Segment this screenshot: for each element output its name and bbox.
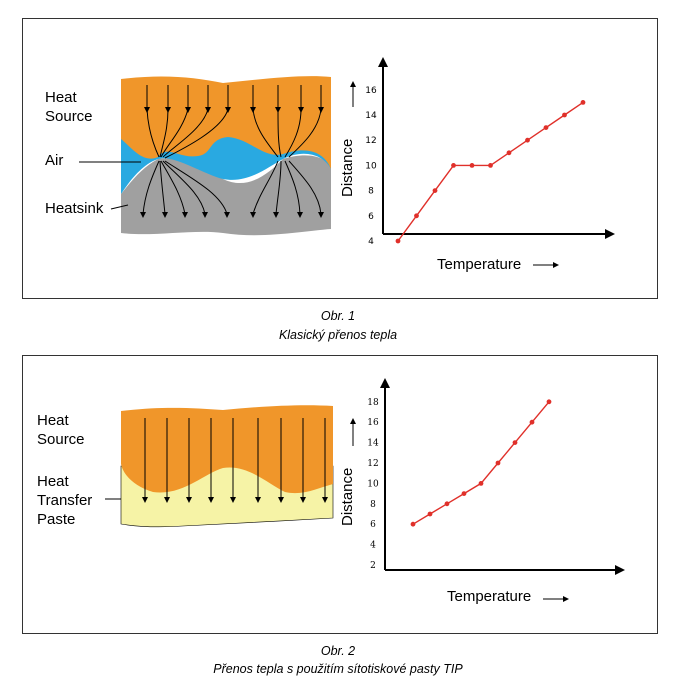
data-point [469, 163, 475, 168]
label-heat-source-2: Source [45, 108, 93, 125]
y-tick-label: 14 [367, 439, 379, 449]
data-point [488, 163, 493, 168]
data-point [444, 501, 450, 507]
arrowheads [142, 497, 328, 503]
chart-2-plot: 2 4 6 8 10 12 14 16 18 [367, 398, 552, 571]
heat-flow-arrows [144, 418, 326, 499]
caption-1-number: Obr. 1 [320, 309, 356, 323]
data-point [427, 511, 433, 517]
y-tick-label: 16 [365, 86, 377, 96]
data-point [451, 163, 456, 168]
series-line [397, 101, 584, 242]
chart-1-axes [382, 65, 607, 235]
label-paste-1: Heat [37, 473, 69, 490]
caption-2-number: Obr. 2 [320, 644, 356, 658]
figure-2-panel: 2 4 6 8 10 12 14 16 18 Heat Source Heat Transfer… [22, 355, 658, 634]
label-heat-source-1: Heat [45, 89, 77, 106]
y-tick-label: 6 [370, 520, 376, 530]
label-heat-source-2: Source [37, 431, 85, 448]
chart-1-ylabel: Distance [339, 138, 356, 197]
y-tick-label: 2 [370, 561, 376, 571]
label-heatsink: Heatsink [45, 200, 104, 217]
y-tick-label: 8 [370, 500, 376, 510]
data-point [410, 521, 416, 527]
data-point [529, 419, 535, 425]
y-tick-label: 10 [365, 161, 377, 171]
caption-1-text: Klasický přenos tepla [278, 328, 398, 342]
data-point [461, 491, 467, 496]
heat-source-block [121, 405, 333, 494]
y-tick-label: 12 [367, 459, 378, 469]
figure-1-diagram: 4 6 8 10 12 14 16 [79, 57, 615, 268]
data-point [580, 100, 586, 105]
chart-1-plot: 4 6 8 10 12 14 16 [365, 86, 586, 247]
y-tick-label: 6 [368, 212, 374, 222]
heatsink-block [121, 155, 331, 236]
data-point [512, 440, 518, 445]
figure-2-diagram: 2 4 6 8 10 12 14 16 18 [105, 378, 625, 602]
y-tick-label: 4 [368, 237, 374, 247]
data-point [506, 150, 512, 156]
data-point [525, 137, 530, 143]
y-tick-label: 10 [367, 479, 379, 489]
chart-2-axes [384, 386, 617, 571]
y-tick-label: 12 [365, 136, 376, 146]
label-paste-3: Paste [37, 511, 76, 528]
y-tick-label: 16 [367, 418, 379, 428]
data-point [478, 481, 484, 486]
y-tick-label: 14 [365, 111, 377, 121]
label-paste-2: Transfer [37, 492, 93, 509]
data-point [543, 125, 549, 130]
data-point [495, 460, 501, 466]
figure-1-panel: 4 6 8 10 12 14 16 Heat Source Air Heatsink Dis… [22, 18, 658, 299]
series-line [412, 401, 550, 525]
chart-2-xlabel: Temperature [447, 588, 532, 605]
y-tick-label: 8 [368, 187, 374, 197]
chart-1-y-arrow [378, 57, 388, 67]
data-point [562, 112, 567, 118]
heat-flow-arrows-top [142, 85, 322, 215]
data-point [395, 238, 401, 244]
arrowheads [140, 107, 324, 218]
data-point [414, 213, 419, 219]
y-tick-label: 4 [370, 541, 376, 551]
data-point [432, 188, 438, 194]
chart-1-xlabel: Temperature [437, 256, 522, 273]
caption-2-text: Přenos tepla s použitím sítotiskové past… [213, 662, 463, 676]
data-point [546, 399, 552, 405]
label-air: Air [45, 152, 64, 169]
chart-2-ylabel: Distance [339, 467, 356, 526]
y-tick-label: 18 [367, 398, 379, 408]
chart-1-x-arrow [605, 229, 615, 239]
label-heat-source-1: Heat [37, 412, 69, 429]
